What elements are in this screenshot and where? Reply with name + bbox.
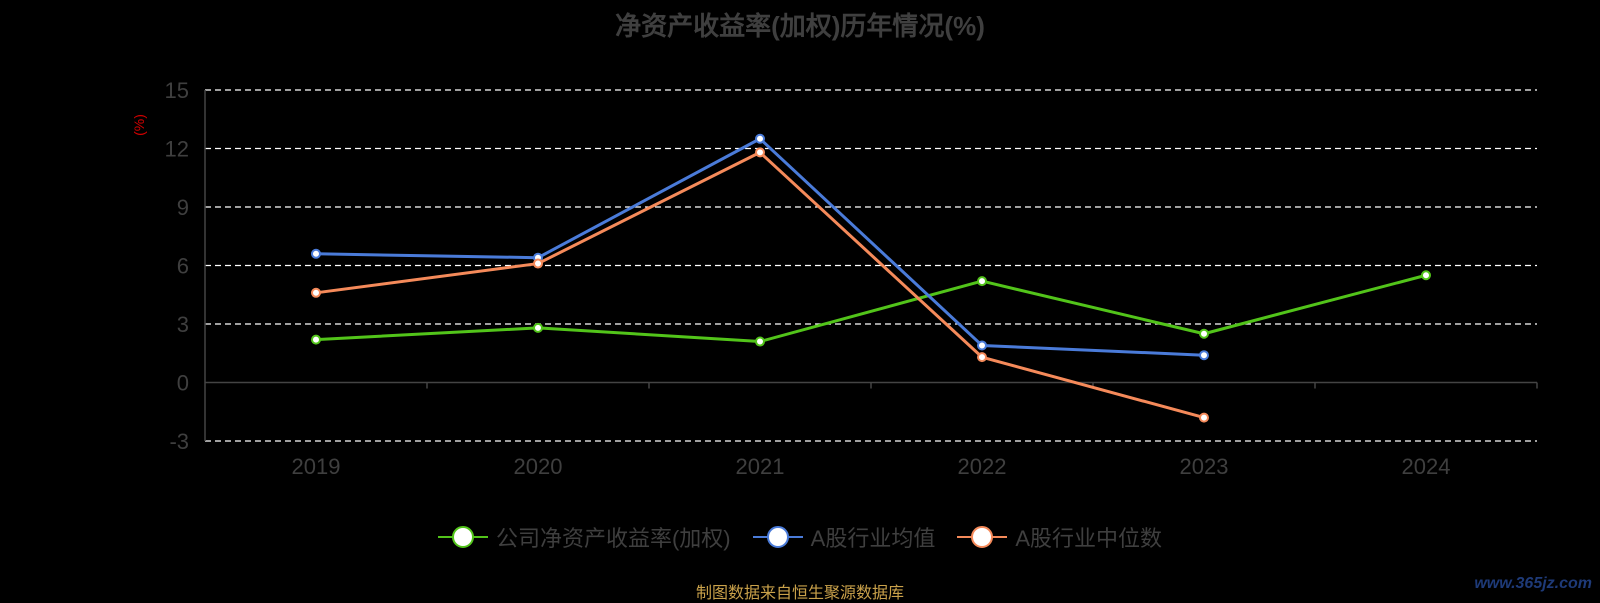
data-point[interactable]	[311, 334, 321, 345]
chart-title: 净资产收益率(加权)历年情况(%)	[615, 11, 985, 41]
series-2	[311, 147, 1209, 423]
data-point[interactable]	[755, 133, 765, 144]
data-point[interactable]	[311, 248, 321, 259]
data-point[interactable]	[1199, 412, 1209, 423]
x-tick-label: 2019	[292, 454, 341, 479]
series-1	[311, 133, 1209, 361]
y-tick-label: 0	[177, 371, 189, 396]
x-tick-label: 2023	[1180, 454, 1229, 479]
data-point[interactable]	[311, 287, 321, 298]
legend-item-1[interactable]: A股行业均值	[752, 521, 936, 553]
legend-marker-icon	[752, 524, 803, 550]
series-0	[311, 270, 1431, 347]
y-axis-label: (%)	[131, 114, 147, 136]
y-tick-label: 12	[165, 137, 189, 162]
legend-marker-icon	[437, 524, 488, 550]
data-point[interactable]	[755, 336, 765, 347]
data-point[interactable]	[533, 322, 543, 333]
legend-item-0[interactable]: 公司净资产收益率(加权)	[437, 521, 731, 553]
data-point[interactable]	[1199, 350, 1209, 361]
x-tick-label: 2022	[958, 454, 1007, 479]
data-point[interactable]	[1421, 270, 1431, 281]
watermark: www.365jz.com	[1474, 575, 1592, 592]
y-tick-label: 6	[177, 254, 189, 279]
axes: -3 0 3 6 9 12 15 2019 2020 2021 2022 2023 2024	[165, 78, 1538, 479]
data-point[interactable]	[977, 340, 987, 351]
x-tick-label: 2024	[1402, 454, 1451, 479]
x-tick-label: 2021	[736, 454, 785, 479]
series-line	[315, 150, 1205, 420]
series-lines	[311, 133, 1431, 423]
data-source-note: 制图数据来自恒生聚源数据库	[695, 585, 904, 602]
data-point[interactable]	[977, 276, 987, 287]
grid-lines	[205, 89, 1537, 442]
x-tick-label: 2020	[514, 454, 563, 479]
series-line	[315, 137, 1205, 357]
y-tick-label: 15	[165, 78, 189, 103]
y-tick-label: 9	[177, 195, 189, 220]
legend-item-2[interactable]: A股行业中位数	[957, 521, 1162, 553]
data-point[interactable]	[533, 258, 543, 269]
y-tick-label: 3	[177, 312, 189, 337]
data-point[interactable]	[1199, 328, 1209, 339]
legend-label: A股行业中位数	[1015, 526, 1163, 551]
legend-label: A股行业均值	[810, 526, 936, 551]
series-line	[315, 273, 1427, 344]
data-point[interactable]	[977, 352, 987, 363]
data-point[interactable]	[755, 147, 765, 158]
legend-marker-icon	[957, 524, 1008, 550]
y-tick-label: -3	[169, 429, 189, 454]
legend: 公司净资产收益率(加权) A股行业均值 A股行业中位数	[0, 521, 1600, 553]
legend-label: 公司净资产收益率(加权)	[495, 526, 731, 551]
